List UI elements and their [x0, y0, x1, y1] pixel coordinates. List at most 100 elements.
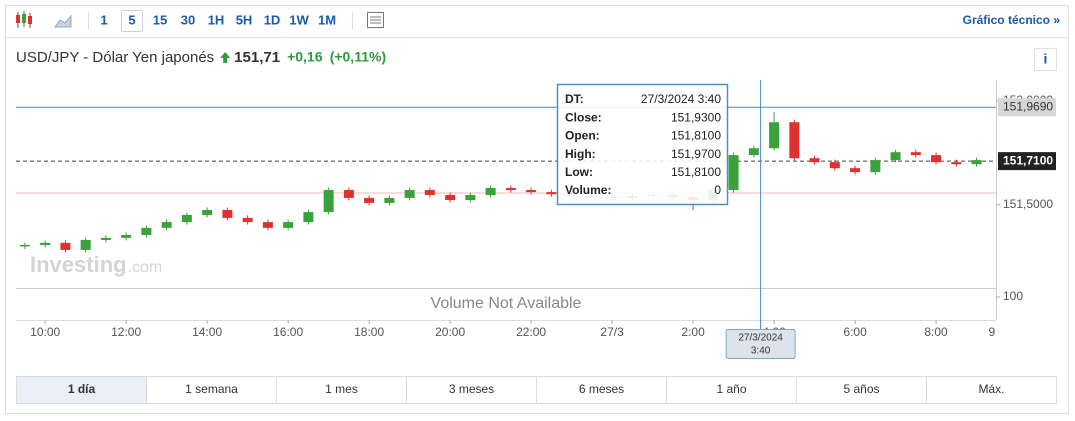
candle-body	[100, 237, 111, 240]
candle-body	[384, 197, 395, 203]
candle-body	[222, 210, 233, 218]
crosshair-price-label: 151,9690	[1003, 99, 1053, 113]
candle-body	[404, 190, 415, 198]
watermark-suffix: .com	[128, 259, 163, 276]
info-icon[interactable]: i	[1044, 51, 1048, 67]
range-tab-label[interactable]: 1 año	[716, 382, 746, 396]
candle-body	[141, 227, 152, 235]
tooltip-label: High:	[565, 147, 596, 161]
tooltip-value: 151,9700	[671, 147, 721, 161]
x-tick-label: 10:00	[30, 325, 60, 339]
range-tab[interactable]	[406, 376, 537, 404]
range-tab[interactable]	[926, 376, 1057, 404]
x-tick-labels: 10:00 12:00 14:00 16:00 18:00 20:00 22:00 27/3 2…	[30, 320, 1005, 339]
candle-body	[890, 152, 901, 161]
quote-price: 151,71	[234, 49, 280, 66]
candle-body	[161, 222, 172, 228]
candle-body	[424, 190, 435, 196]
interval-button[interactable]: 1M	[318, 12, 336, 27]
candle-body	[60, 242, 71, 250]
crosshair-time-box	[725, 329, 796, 359]
range-tab[interactable]	[146, 376, 277, 404]
tooltip-label: Close:	[565, 110, 602, 124]
range-tab-label[interactable]: 6 meses	[579, 382, 624, 396]
candle-body	[465, 195, 476, 201]
x-tick-label: 2:00	[681, 325, 705, 339]
x-tick-label: 18:00	[354, 325, 384, 339]
interval-button[interactable]: 5	[128, 12, 135, 27]
candle-body	[40, 242, 51, 245]
range-tab-label[interactable]: 1 mes	[325, 382, 358, 396]
candle-body	[343, 190, 354, 198]
crosshair-price-box	[998, 98, 1056, 117]
interval-button[interactable]: 30	[181, 12, 195, 27]
interval-button[interactable]: 5H	[236, 12, 253, 27]
instrument-name: USD/JPY - Dólar Yen japonés	[16, 49, 214, 66]
range-tab[interactable]	[536, 376, 667, 404]
candle-body	[809, 158, 820, 163]
candle-body	[789, 122, 800, 159]
candle-body	[364, 197, 375, 203]
volume-tick-label: 100	[1003, 289, 1023, 303]
settings-icon[interactable]	[367, 12, 384, 28]
candle-body	[19, 244, 30, 247]
range-tab[interactable]	[276, 376, 407, 404]
candle-body	[80, 239, 91, 250]
y-tick-label: 151,5000	[1003, 197, 1053, 211]
candle-body	[728, 155, 739, 191]
range-tab-label[interactable]: 1 semana	[185, 382, 238, 396]
x-tick-label: 16:00	[273, 325, 303, 339]
candle-icon[interactable]	[16, 11, 32, 28]
candle-body	[485, 187, 496, 196]
candle-body	[202, 210, 213, 215]
candle-body	[181, 214, 192, 223]
last-price-box	[998, 152, 1056, 171]
candle-body	[870, 160, 881, 173]
candle-body	[303, 212, 314, 223]
candle-body	[526, 190, 537, 193]
interval-button[interactable]: 15	[153, 12, 167, 27]
interval-selected	[121, 10, 143, 32]
range-tab[interactable]	[796, 376, 927, 404]
tooltip-value: 0	[714, 183, 721, 197]
candle-body	[445, 195, 456, 201]
interval-button[interactable]: 1	[100, 12, 107, 27]
interval-button[interactable]: 1W	[289, 12, 309, 27]
tooltip-label: DT:	[565, 92, 584, 106]
info-button[interactable]	[1034, 48, 1057, 71]
interval-button[interactable]: 1H	[208, 12, 225, 27]
x-tick-label: 9:3	[988, 325, 1005, 339]
interval-button[interactable]: 1D	[264, 12, 281, 27]
tooltip-value: 151,9300	[671, 110, 721, 124]
x-tick-label: 6:00	[843, 325, 867, 339]
range-tab-label[interactable]: 3 meses	[449, 382, 494, 396]
candle-body	[769, 122, 780, 149]
x-tick-label: 8:00	[924, 325, 948, 339]
area-icon[interactable]	[54, 14, 72, 28]
up-arrow	[220, 52, 231, 63]
range-tab-label[interactable]: Máx.	[978, 382, 1004, 396]
candle-body	[748, 148, 759, 156]
candle-body	[971, 160, 982, 165]
volume-note: Volume Not Available	[431, 295, 582, 312]
x-tick-label: 22:00	[516, 325, 546, 339]
crosshair-time-label: 27/3/2024	[738, 333, 783, 344]
crosshair-time-label: 3:40	[751, 346, 771, 357]
quote-change: +0,16	[287, 49, 323, 65]
candle-body	[242, 217, 253, 223]
technical-chart-link[interactable]: Gráfico técnico »	[963, 13, 1061, 27]
last-price-label: 151,7100	[1003, 153, 1053, 167]
candle-body	[121, 234, 132, 238]
range-tab-label[interactable]: 5 años	[843, 382, 879, 396]
tooltip-value: 27/3/2024 3:40	[641, 92, 721, 106]
range-tab-label[interactable]: 1 día	[68, 382, 96, 396]
tooltip-value: 151,8100	[671, 165, 721, 179]
watermark: Investing	[30, 252, 127, 277]
tooltip-value: 151,8100	[671, 129, 721, 143]
frame	[5, 5, 1069, 414]
tooltip-box	[556, 83, 729, 206]
candle-body	[931, 155, 942, 163]
tooltip-label: Volume:	[565, 183, 611, 197]
candle-body	[951, 162, 962, 165]
